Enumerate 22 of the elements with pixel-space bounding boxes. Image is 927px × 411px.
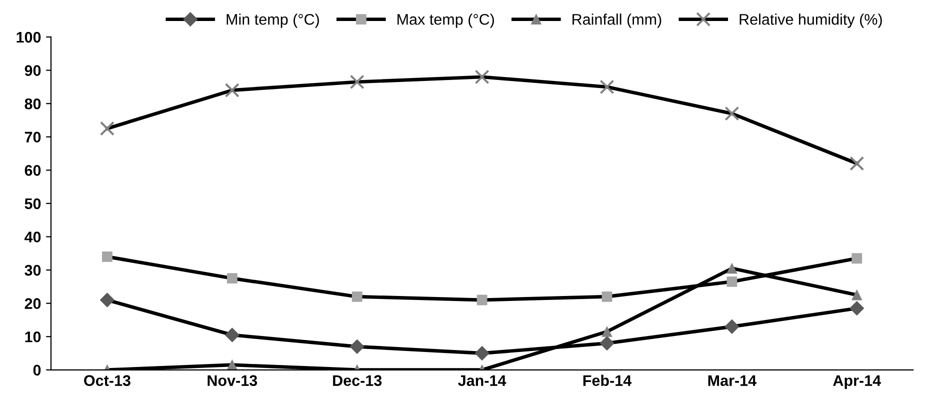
y-tick-label: 20 (24, 298, 41, 310)
y-tick-label: 70 (24, 132, 41, 143)
legend-label: Min temp (°C) (226, 14, 319, 28)
y-tick-label: 60 (24, 165, 41, 176)
y-tick-label: 10 (25, 331, 41, 342)
x-tick-label: Nov-13 (208, 375, 258, 386)
legend-label: Relative humidity (%) (740, 14, 882, 28)
x-tick-label: Mar-14 (708, 375, 756, 386)
x-tick-label: Jan-14 (458, 375, 506, 386)
y-tick-label: 100 (16, 32, 41, 43)
x-tick-label: Feb-14 (583, 374, 632, 386)
x-tick-label: Apr-14 (833, 375, 881, 390)
x-tick-label: Dec-13 (333, 375, 382, 386)
y-tick-label: 30 (24, 264, 41, 276)
legend-label: Max temp (°C) (398, 14, 494, 28)
y-tick-label: 80 (24, 98, 41, 110)
y-tick-label: 90 (24, 65, 41, 76)
y-tick-label: 40 (24, 232, 41, 242)
x-tick-label: Oct-13 (84, 375, 130, 386)
y-tick-label: 50 (24, 198, 41, 210)
y-tick-label: 0 (33, 364, 41, 376)
legend-label: Rainfall (mm) (572, 14, 662, 28)
